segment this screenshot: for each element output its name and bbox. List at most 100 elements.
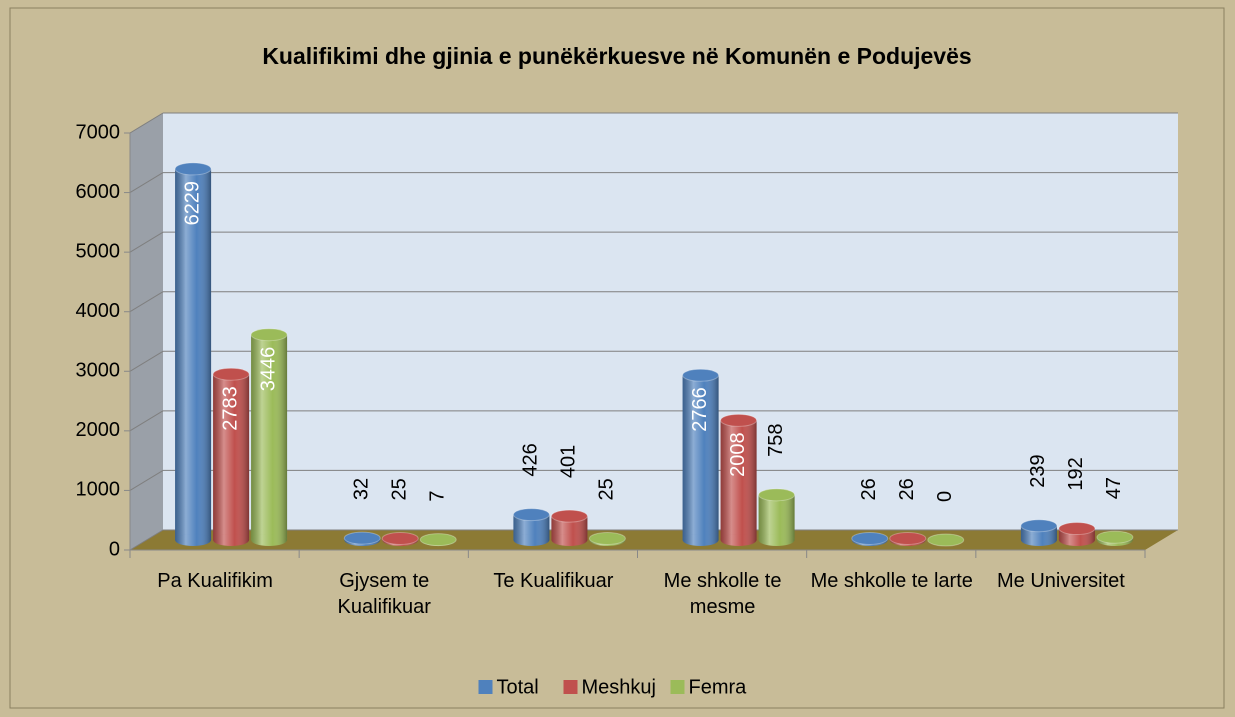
bar-shade: [758, 494, 795, 540]
bar-top: [381, 532, 419, 546]
grid-line: [129, 470, 164, 491]
bar-top: [758, 488, 796, 502]
bar-top: [927, 533, 965, 547]
x-tick-label: Me Universitet: [997, 570, 1125, 592]
bar-top: [1020, 519, 1058, 533]
value-label: 401: [558, 445, 580, 478]
grid-line: [129, 112, 164, 134]
bar-shade: [551, 516, 588, 540]
bar: [927, 533, 965, 547]
bar: [343, 531, 381, 546]
bar-base-shade: [1058, 534, 1095, 546]
bar-top: [550, 509, 588, 523]
value-label: 3446: [257, 347, 279, 392]
bar-top: [250, 328, 288, 342]
value-label: 2766: [689, 387, 711, 432]
bar-top: [682, 368, 720, 382]
value-label: 192: [1065, 457, 1087, 490]
value-label: 426: [520, 443, 542, 476]
y-tick-label: 6000: [76, 181, 121, 203]
bar-top: [851, 531, 889, 545]
value-label: 2783: [219, 386, 241, 431]
value-label: 25: [389, 478, 411, 500]
floor: [130, 530, 1178, 550]
grid-line: [129, 410, 164, 432]
bar-top: [174, 162, 212, 176]
bar-base-shade: [175, 534, 212, 546]
value-label: 32: [351, 478, 373, 500]
value-label: 47: [1103, 477, 1125, 499]
bar: [419, 533, 457, 547]
y-tick-label: 2000: [76, 419, 121, 441]
legend-label: Femra: [689, 676, 748, 698]
chart-title: Kualifikimi dhe gjinia e punëkërkuesve n…: [262, 43, 971, 69]
value-label: 758: [765, 423, 787, 456]
bar-base-shade: [682, 534, 719, 546]
bar: [512, 508, 550, 546]
x-tick-label: Te Kualifikuar: [493, 570, 614, 592]
bar-top: [343, 531, 381, 545]
legend-swatch: [563, 680, 578, 694]
bar-top: [1096, 530, 1134, 544]
y-tick-label: 4000: [76, 300, 121, 322]
bar-top: [212, 367, 250, 381]
bar: [550, 509, 588, 546]
bar-shade: [251, 334, 288, 540]
bar-shade: [213, 374, 250, 540]
bar-top: [889, 531, 927, 545]
bar-shade: [720, 420, 757, 540]
bar-base-shade: [720, 534, 757, 546]
bar: [1020, 519, 1058, 546]
bar-base-shade: [1020, 534, 1057, 546]
legend-label: Total: [497, 676, 539, 698]
value-label: 25: [596, 478, 618, 500]
y-tick-label: 5000: [76, 240, 121, 262]
bar-shade: [175, 168, 212, 540]
legend-label: Meshkuj: [582, 676, 656, 698]
x-tick-label: Me shkolle te larte: [810, 570, 973, 592]
bar-base-shade: [513, 534, 550, 546]
bar: [212, 367, 250, 546]
bar-base-shade: [758, 534, 795, 546]
bar: [1096, 530, 1134, 546]
bar-top: [720, 413, 758, 427]
bar: [758, 488, 796, 546]
y-tick-label: 1000: [76, 479, 121, 501]
value-label: 7: [427, 490, 449, 501]
x-tick-label: Me shkolle te mesme: [663, 570, 782, 618]
bar: [174, 162, 212, 546]
legend-swatch: [670, 680, 685, 694]
y-tick-label: 0: [109, 538, 120, 560]
grid-line: [129, 529, 164, 551]
bar-base-shade: [551, 534, 588, 546]
bar-top: [419, 533, 457, 547]
bar: [250, 328, 288, 546]
y-tick-label: 3000: [76, 360, 121, 382]
bar: [381, 532, 419, 546]
x-tick-label: Pa Kualifikim: [157, 570, 273, 592]
bar: [588, 532, 626, 546]
grid-line: [129, 350, 164, 372]
chart-border: [9, 7, 1225, 709]
grid-line: [129, 291, 164, 313]
grid-line: [129, 172, 164, 193]
x-tick-label: Gjysem te Kualifikuar: [337, 570, 431, 618]
value-label: 26: [896, 478, 918, 500]
bar: [1058, 522, 1096, 546]
bar: [720, 413, 758, 546]
bar-shade: [682, 375, 719, 540]
legend-swatch: [478, 680, 493, 694]
bar: [889, 531, 927, 546]
side-wall: [130, 113, 163, 550]
bar-top: [588, 532, 626, 546]
back-wall: [163, 113, 1178, 530]
value-label: 6229: [181, 181, 203, 226]
grid-line: [129, 231, 164, 253]
value-label: 26: [858, 478, 880, 500]
bar-top: [512, 508, 550, 522]
bar: [682, 368, 720, 546]
value-label: 0: [934, 491, 956, 502]
bar-base-shade: [213, 534, 250, 546]
